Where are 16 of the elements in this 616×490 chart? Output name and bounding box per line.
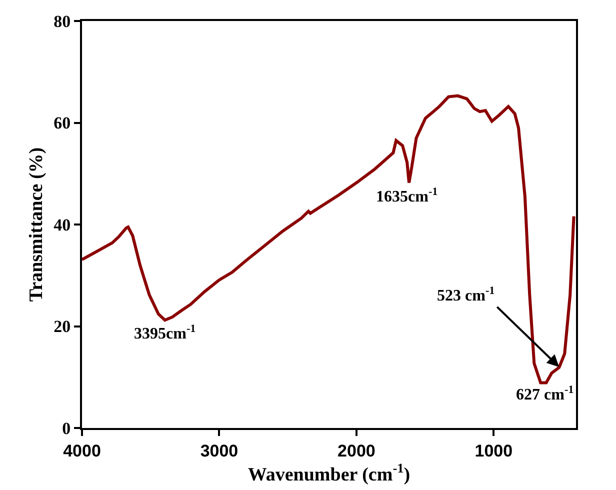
- x-tick-label: 4000: [63, 441, 101, 460]
- x-tick-label: 2000: [338, 441, 376, 460]
- y-tick-label: 80: [54, 12, 71, 31]
- x-tick-label: 3000: [200, 441, 238, 460]
- annotation: 1635cm$^{-1}$: [376, 186, 438, 206]
- y-tick-label: 20: [54, 317, 71, 336]
- x-axis-title: Wavenumber (cm$^{-1}$): [248, 460, 410, 486]
- annotation: 3395cm$^{-1}$: [134, 323, 196, 343]
- annotation: 523 cm$^{-1}$: [437, 285, 496, 305]
- annotation: 627 cm$^{-1}$: [516, 384, 574, 404]
- x-tick-label: 1000: [474, 441, 513, 460]
- y-tick-label: 0: [62, 418, 71, 438]
- y-tick-label: 60: [54, 114, 71, 133]
- line-series: [82, 94, 576, 384]
- y-axis-title: Transmittance (%): [26, 147, 47, 302]
- y-tick-label: 40: [54, 215, 71, 234]
